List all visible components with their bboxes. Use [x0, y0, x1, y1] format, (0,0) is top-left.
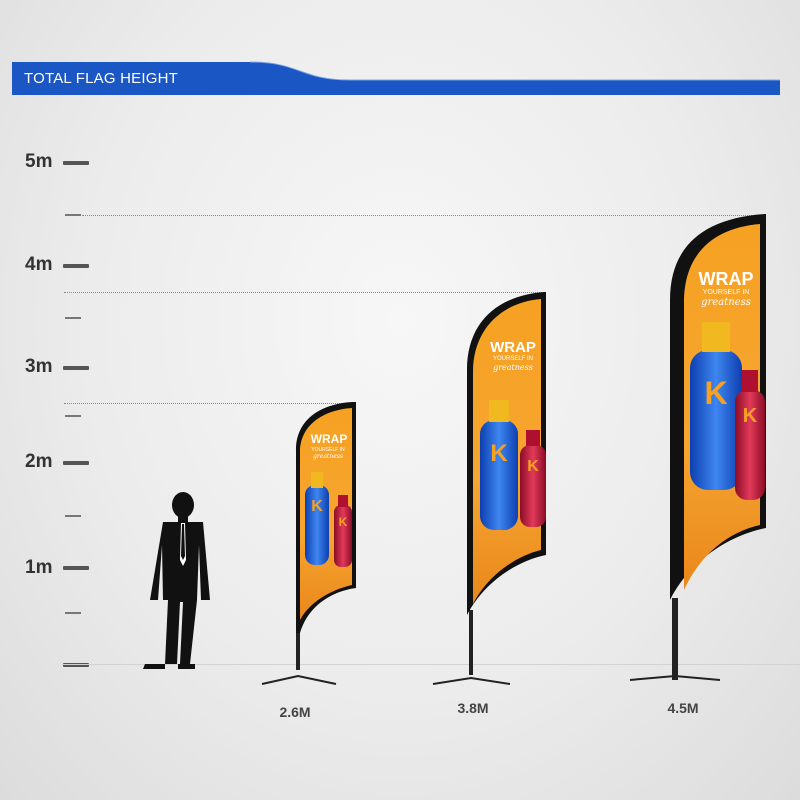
person-silhouette-icon — [143, 492, 210, 669]
guide-line-4.5m — [82, 215, 762, 216]
flag-size-label-3.8m: 3.8M — [457, 700, 489, 716]
flag-2.6m-script: greatness — [313, 453, 343, 460]
flag-3.8m-script: greatness — [493, 363, 533, 372]
major-tick-4m — [63, 264, 89, 268]
flag-3.8m-logo: K — [490, 440, 508, 467]
flag-3.8m-logo-2: K — [527, 458, 539, 475]
flag-4.5m-logo: K — [704, 375, 728, 411]
major-tick-2m — [63, 461, 89, 465]
major-tick-0m — [63, 663, 89, 667]
flag-3.8m-headline: WRAP — [490, 339, 536, 356]
minor-tick — [65, 515, 81, 517]
flag-size-label-2.6m: 2.6M — [279, 704, 311, 720]
flag-4.5m-tagline: YOURSELF IN — [702, 289, 750, 296]
flag-2.6m-tagline: YOURSELF IN — [311, 447, 345, 453]
scale-label-5m: 5m — [25, 151, 53, 172]
flag-2.6m — [261, 402, 356, 685]
major-tick-3m — [63, 366, 89, 370]
flag-2.6m-headline: WRAP — [310, 432, 348, 446]
flag-4.5m-headline: WRAP — [698, 269, 754, 289]
flag-3.8m — [432, 292, 546, 685]
flag-3.8m-tagline: YOURSELF IN — [492, 356, 533, 362]
scale-label-3m: 3m — [25, 356, 53, 377]
minor-tick — [65, 317, 81, 319]
minor-tick — [65, 612, 81, 614]
scale-label-2m: 2m — [25, 451, 53, 472]
major-tick-1m — [63, 566, 89, 570]
flag-4.5m-logo-2: K — [742, 405, 758, 427]
header-banner — [12, 61, 780, 95]
flag-4.5m — [629, 214, 766, 681]
flag-size-label-4.5m: 4.5M — [667, 700, 699, 716]
page-title: TOTAL FLAG HEIGHT — [24, 70, 178, 87]
scale-label-4m: 4m — [25, 254, 53, 275]
guide-line-2.6m — [64, 403, 352, 404]
flag-2.6m-logo: K — [311, 498, 323, 515]
scale-label-1m: 1m — [25, 557, 53, 578]
flag-4.5m-script: greatness — [701, 297, 751, 308]
guide-line-3.8m — [64, 292, 544, 293]
ground-line — [62, 664, 800, 665]
flag-2.6m-logo-2: K — [338, 515, 348, 529]
minor-tick — [65, 214, 81, 216]
major-tick-5m — [63, 161, 89, 165]
minor-tick — [65, 415, 81, 417]
